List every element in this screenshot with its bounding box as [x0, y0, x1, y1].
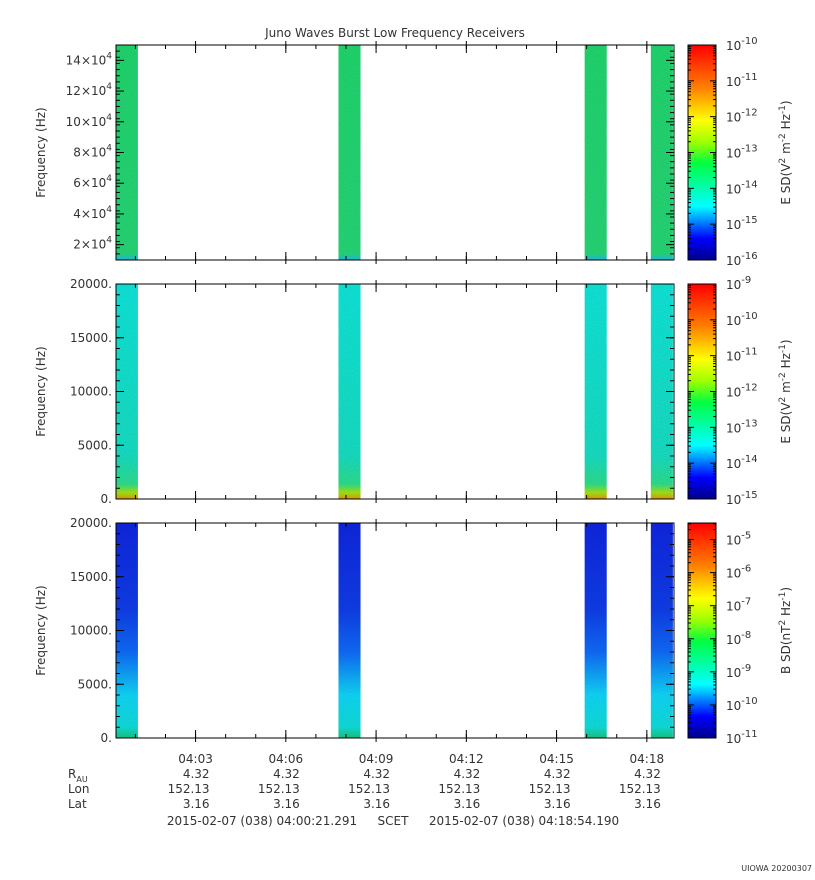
burst-texture	[584, 523, 607, 738]
burst-texture	[338, 45, 361, 260]
colorbar-tick-label: 10-11	[726, 347, 758, 364]
y-tick-label: 20000.	[70, 516, 112, 530]
ephemeris-value: 4.32	[183, 767, 210, 781]
colorbar-tick-label: 10-10	[726, 696, 758, 713]
burst-texture	[650, 45, 673, 260]
y-tick-label: 6×104	[73, 174, 112, 190]
colorbar-tick-label: 10-11	[726, 72, 758, 89]
colorbar-tick-label: 10-9	[726, 275, 751, 292]
colorbar-label: E SD(V2 m-2 Hz-1)	[778, 339, 793, 443]
x-tick-label: 04:12	[449, 752, 484, 766]
ephemeris-table: RAU 4.32 4.32 4.32 4.32 4.32 4.32 Lon 152.13 152.…	[68, 767, 661, 811]
colorbar-tick-label: 10-14	[726, 454, 758, 471]
footer-start-time: 2015-02-07 (038) 04:00:21.291	[167, 814, 357, 828]
ephemeris-value: 4.32	[634, 767, 661, 781]
time-axis: 04:03 04:06 04:09 04:12 04:15 04:18	[178, 752, 664, 766]
y-tick-label: 12×104	[66, 82, 113, 98]
ephemeris-value: 3.16	[363, 797, 390, 811]
y-tick-label: 0.	[101, 492, 112, 506]
ephemeris-row-label: Lon	[68, 782, 89, 796]
y-tick-label: 0.	[101, 731, 112, 745]
y-tick-label: 20000.	[70, 277, 112, 291]
chart-title: Juno Waves Burst Low Frequency Receivers	[264, 26, 525, 40]
y-tick-label: 5000.	[78, 438, 112, 452]
colorbar	[688, 523, 716, 738]
y-tick-label: 2×104	[73, 236, 112, 252]
panels: 2×104 4×104 6×104 8×104 10×104 12×104 14×104 Fr…	[34, 36, 793, 746]
burst-texture	[338, 284, 361, 499]
ephemeris-value: 4.32	[363, 767, 390, 781]
colorbar-tick-label: 10-14	[726, 179, 758, 196]
ephemeris-value: 4.32	[273, 767, 300, 781]
credit-stamp: UIOWA 20200307	[741, 864, 812, 873]
colorbar-tick-label: 10-15	[726, 215, 758, 232]
y-axis-label: Frequency (Hz)	[34, 346, 48, 437]
y-tick-label: 15000.	[70, 331, 112, 345]
x-tick-label: 04:09	[359, 752, 394, 766]
ephemeris-value: 4.32	[544, 767, 571, 781]
colorbar-tick-label: 10-13	[726, 418, 758, 435]
colorbar-tick-label: 10-11	[726, 729, 758, 746]
colorbar-frame	[687, 522, 717, 739]
y-tick-label: 15000.	[70, 570, 112, 584]
ephemeris-value: 152.13	[168, 782, 210, 796]
ephemeris-row-label: Lat	[68, 797, 87, 811]
colorbar-tick-label: 10-12	[726, 383, 758, 400]
x-tick-label: 04:06	[269, 752, 304, 766]
panel-bottom: 0. 5000. 10000. 15000. 20000. Frequency (Hz) 1…	[34, 516, 793, 746]
ephemeris-value: 152.13	[258, 782, 300, 796]
ephemeris-row-label: RAU	[68, 767, 88, 784]
ephemeris-value: 3.16	[634, 797, 661, 811]
y-tick-label: 10000.	[70, 624, 112, 638]
ephemeris-value: 152.13	[348, 782, 390, 796]
ephemeris-value: 3.16	[273, 797, 300, 811]
colorbar-tick-label: 10-16	[726, 251, 758, 268]
y-axis-label: Frequency (Hz)	[34, 585, 48, 676]
ephemeris-value: 152.13	[438, 782, 480, 796]
colorbar-label: E SD(V2 m-2 Hz-1)	[778, 100, 793, 204]
x-tick-label: 04:03	[178, 752, 213, 766]
burst-texture	[584, 284, 607, 499]
ephemeris-value: 4.32	[454, 767, 481, 781]
ephemeris-value: 152.13	[529, 782, 571, 796]
colorbar-tick-label: 10-15	[726, 490, 758, 507]
colorbar-tick-label: 10-6	[726, 564, 751, 581]
y-tick-label: 10000.	[70, 385, 112, 399]
y-tick-label: 14×104	[66, 51, 113, 67]
y-axis-label: Frequency (Hz)	[34, 107, 48, 198]
colorbar-tick-label: 10-10	[726, 311, 758, 328]
y-tick-label: 8×104	[73, 144, 112, 160]
ephemeris-value: 152.13	[619, 782, 661, 796]
burst-texture	[584, 45, 607, 260]
colorbar-tick-label: 10-8	[726, 630, 751, 647]
colorbar-tick-label: 10-9	[726, 663, 751, 680]
burst-texture	[115, 45, 138, 260]
panel-top: 2×104 4×104 6×104 8×104 10×104 12×104 14×104 Fr…	[34, 36, 793, 268]
ephemeris-value: 3.16	[183, 797, 210, 811]
y-tick-label: 5000.	[78, 677, 112, 691]
y-tick-label: 10×104	[66, 113, 113, 129]
x-tick-label: 04:18	[630, 752, 665, 766]
colorbar-tick-label: 10-12	[726, 108, 758, 125]
x-tick-label: 04:15	[539, 752, 574, 766]
y-tick-label: 4×104	[73, 205, 112, 221]
footer-scet: SCET	[378, 814, 410, 828]
burst-texture	[338, 523, 361, 738]
ephemeris-value: 3.16	[454, 797, 481, 811]
colorbar-label: B SD(nT2 Hz-1)	[778, 587, 793, 674]
colorbar-tick-label: 10-10	[726, 36, 758, 53]
panel-middle: 0. 5000. 10000. 15000. 20000. Frequency (Hz) 1…	[34, 275, 793, 507]
colorbar-tick-label: 10-13	[726, 144, 758, 161]
ephemeris-value: 3.16	[544, 797, 571, 811]
footer-end-time: 2015-02-07 (038) 04:18:54.190	[429, 814, 619, 828]
colorbar-tick-label: 10-7	[726, 597, 751, 614]
colorbar-tick-label: 10-5	[726, 531, 751, 548]
